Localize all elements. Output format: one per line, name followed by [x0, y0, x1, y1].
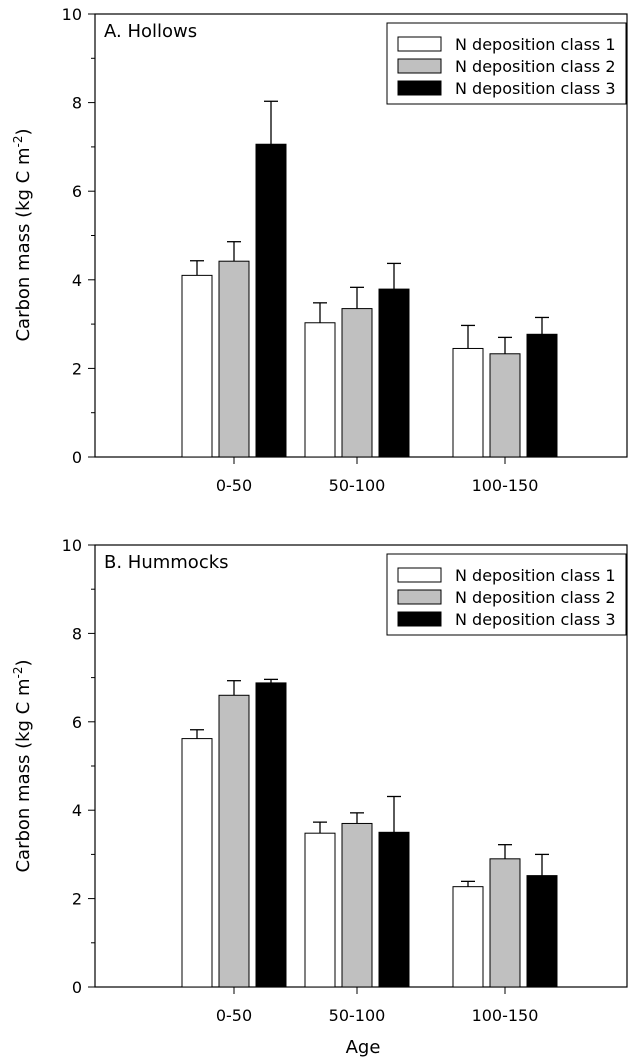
y-tick-label: 8: [72, 94, 82, 113]
y-tick-label: 0: [72, 978, 82, 997]
y-tick-label: 6: [72, 182, 82, 201]
x-tick-label: 50-100: [329, 1006, 386, 1025]
bar: [526, 875, 558, 988]
legend-swatch: [397, 36, 442, 52]
bar: [489, 353, 521, 458]
y-axis-title-close: ): [13, 128, 34, 135]
legend-swatch: [397, 80, 442, 96]
legend-label: N deposition class 1: [455, 566, 616, 585]
y-tick-label: 2: [72, 359, 82, 378]
y-tick-label: 8: [72, 624, 82, 643]
chart-panel-0: 0 2 4 6 8 10 0-50 50-100 100-150 A. Hollows N depo…: [11, 5, 628, 495]
bar: [341, 822, 373, 988]
bar: [218, 260, 250, 458]
bar: [218, 694, 250, 988]
chart-panel-1: 0 2 4 6 8 10 0-50 50-100 100-150 B. Hummocks N dep…: [11, 536, 628, 1058]
bar: [181, 274, 213, 458]
y-tick-label: 4: [72, 271, 82, 290]
bar: [304, 322, 336, 458]
bar: [526, 333, 558, 458]
y-axis-title: Carbon mass (kg C m-2): [11, 128, 34, 341]
legend-label: N deposition class 2: [455, 57, 616, 76]
y-tick-label: 10: [62, 5, 82, 24]
x-tick-label: 0-50: [216, 1006, 252, 1025]
legend-label: N deposition class 1: [455, 35, 616, 54]
bar: [181, 738, 213, 988]
bar: [489, 858, 521, 988]
bar: [255, 143, 287, 458]
bar: [452, 347, 484, 458]
bar: [378, 288, 410, 458]
y-axis-title: Carbon mass (kg C m-2): [11, 659, 34, 872]
legend-swatch: [397, 567, 442, 583]
y-axis-title-text: Carbon mass (kg C m: [13, 678, 34, 872]
x-tick-label: 50-100: [329, 476, 386, 495]
y-tick-label: 10: [62, 536, 82, 555]
x-tick-label: 100-150: [472, 1006, 539, 1025]
legend-swatch: [397, 58, 442, 74]
bar: [304, 832, 336, 988]
y-tick-label: 0: [72, 448, 82, 467]
y-axis-title-text: Carbon mass (kg C m: [13, 147, 34, 341]
y-tick-label: 4: [72, 801, 82, 820]
legend-label: N deposition class 2: [455, 588, 616, 607]
y-axis-title-close: ): [13, 659, 34, 666]
legend-label: N deposition class 3: [455, 79, 616, 98]
legend-label: N deposition class 3: [455, 610, 616, 629]
panel-title: B. Hummocks: [104, 552, 229, 573]
x-axis-title: Age: [346, 1037, 381, 1058]
y-tick-label: 6: [72, 713, 82, 732]
x-tick-label: 100-150: [472, 476, 539, 495]
bar: [378, 831, 410, 988]
y-axis-title-superscript: -2: [11, 136, 25, 148]
legend-swatch: [397, 589, 442, 605]
y-axis-title-superscript: -2: [11, 667, 25, 679]
bar: [341, 308, 373, 458]
x-tick-label: 0-50: [216, 476, 252, 495]
panel-title: A. Hollows: [104, 21, 197, 42]
bar: [255, 682, 287, 988]
legend-swatch: [397, 611, 442, 627]
y-tick-label: 2: [72, 890, 82, 909]
bar: [452, 886, 484, 988]
